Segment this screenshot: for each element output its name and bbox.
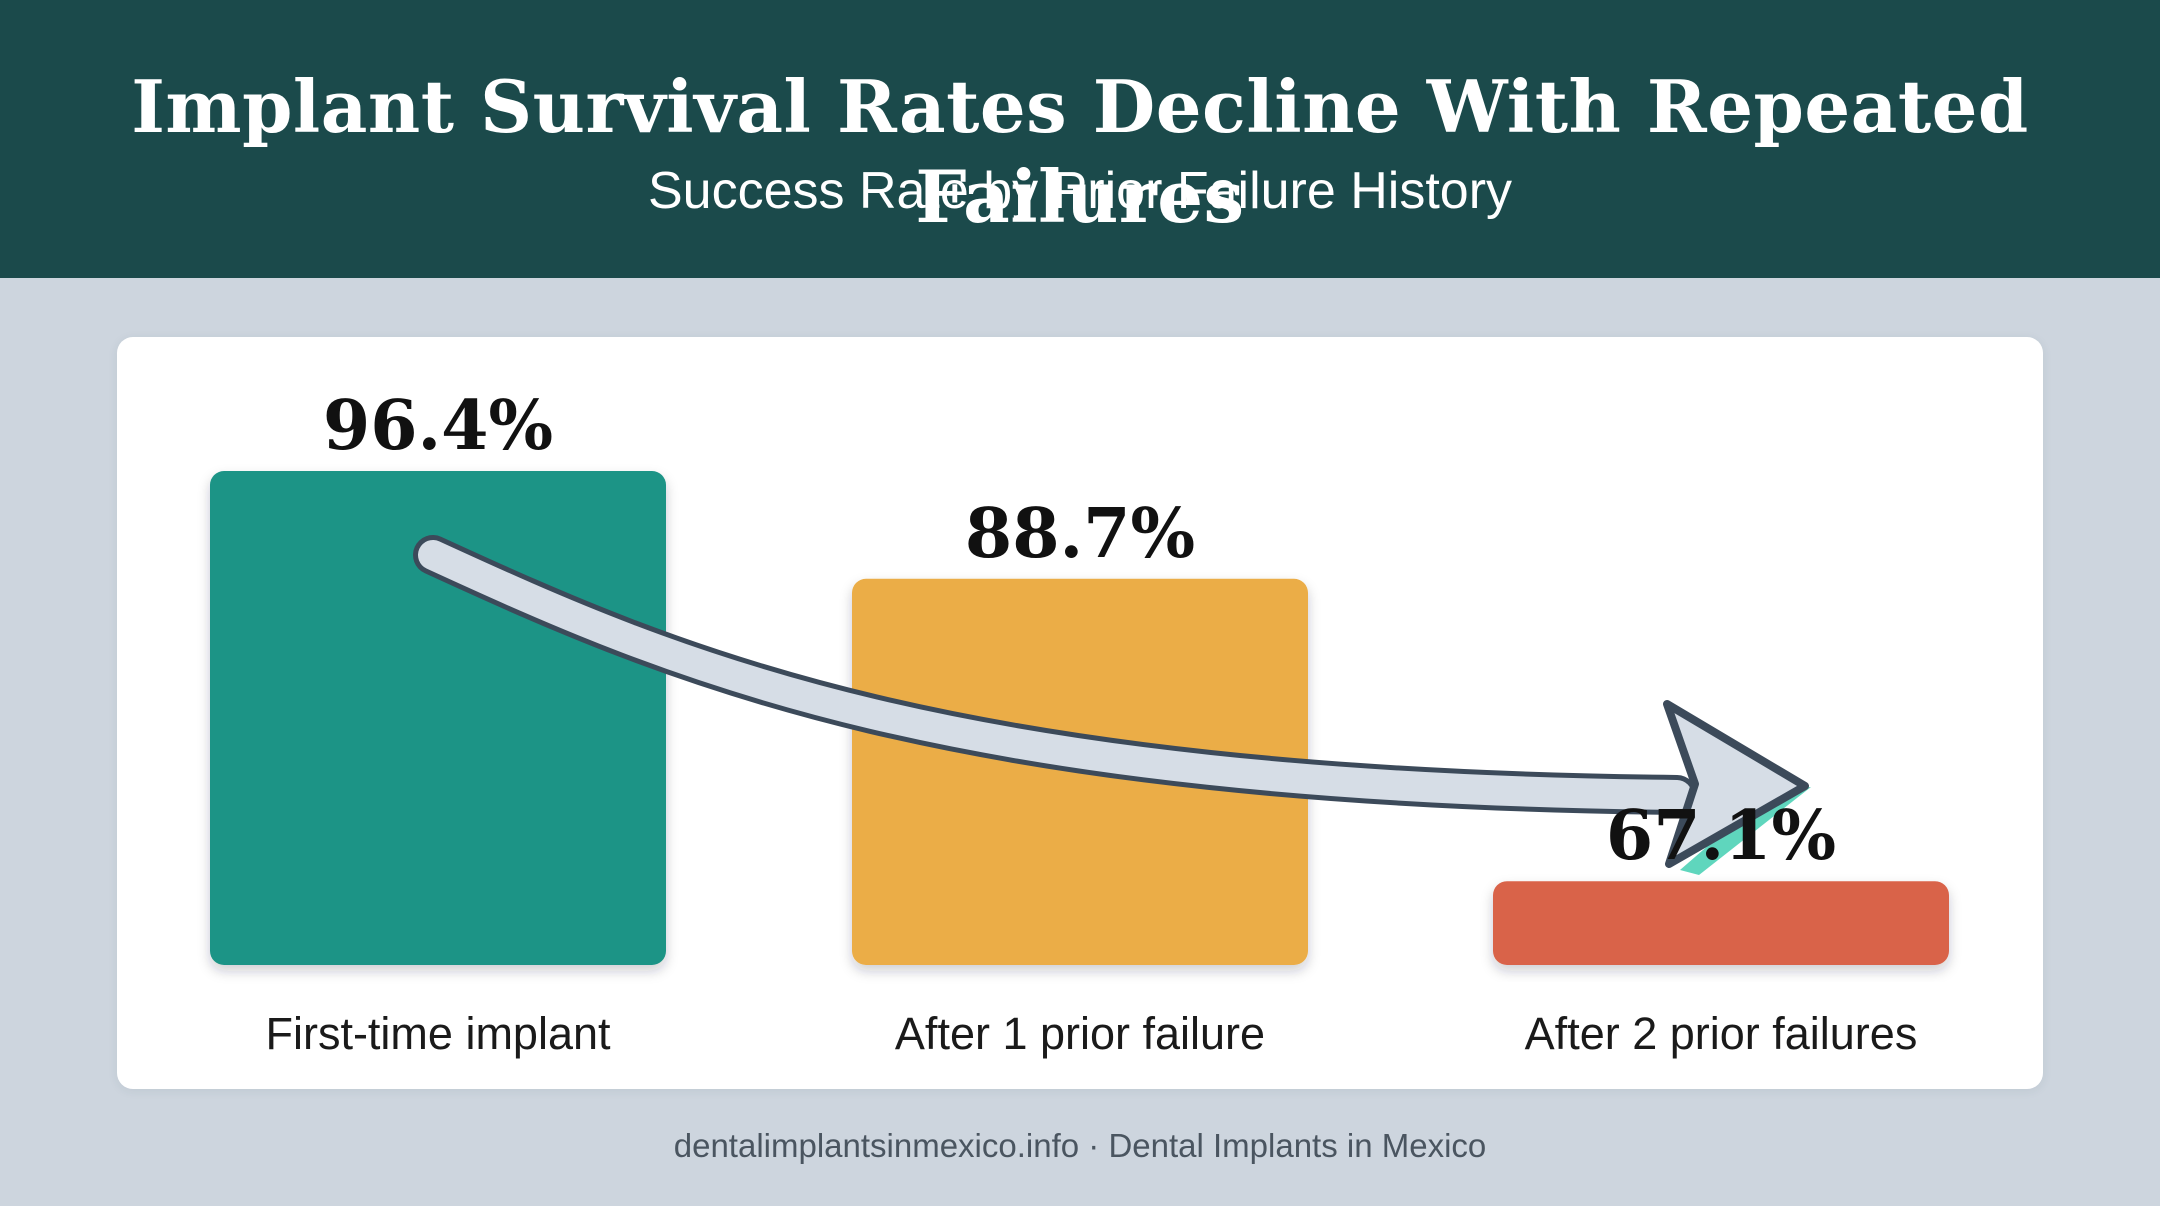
bar-3 (1493, 881, 1949, 965)
chart-subtitle: Success Rate by Prior Failure History (647, 162, 1513, 220)
chart-title: Implant Survival Rates Decline With Repe… (131, 64, 2029, 239)
category-label-2: After 1 prior failure (895, 1008, 1265, 1059)
bar-chart: 96.4% First-time implant 88.7% After 1 prio… (210, 386, 1949, 1059)
trend-arrow-accent (1680, 787, 1811, 875)
value-label-2: 88.7% (965, 494, 1195, 574)
category-label-1: First-time implant (265, 1008, 611, 1059)
value-label-1: 96.4% (323, 386, 553, 466)
trend-arrow-head (1663, 700, 1809, 868)
value-label-3: 67.1% (1606, 796, 1836, 876)
footer-source: dentalimplantsinmexico.info · Dental Imp… (673, 1127, 1487, 1164)
header-banner: Implant Survival Rates Decline With Repe… (0, 0, 2160, 278)
trend-arrow-shaft (418, 540, 1692, 810)
chart-card: 96.4% First-time implant 88.7% After 1 prio… (117, 337, 2043, 1089)
category-label-3: After 2 prior failures (1525, 1008, 1918, 1059)
